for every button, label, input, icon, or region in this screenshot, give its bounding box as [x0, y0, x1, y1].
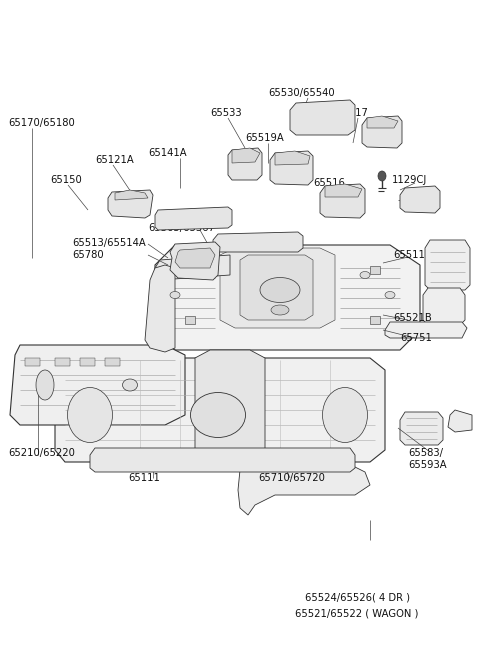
- Ellipse shape: [385, 292, 395, 298]
- Text: 1129CJ: 1129CJ: [392, 175, 427, 185]
- Text: 65150: 65150: [50, 175, 82, 185]
- Polygon shape: [170, 242, 220, 280]
- Text: 65517: 65517: [336, 108, 368, 118]
- Ellipse shape: [323, 388, 368, 443]
- Text: 65170/65180: 65170/65180: [8, 118, 75, 128]
- Bar: [25, 358, 40, 366]
- Ellipse shape: [36, 370, 54, 400]
- Bar: [55, 358, 70, 366]
- Polygon shape: [275, 151, 310, 165]
- Polygon shape: [240, 255, 313, 320]
- Text: 65365/65367: 65365/65367: [148, 223, 215, 233]
- Polygon shape: [55, 358, 385, 462]
- Polygon shape: [10, 345, 185, 425]
- Polygon shape: [367, 116, 398, 128]
- Bar: [185, 316, 195, 324]
- Ellipse shape: [191, 392, 245, 438]
- Polygon shape: [400, 412, 443, 445]
- Text: 65516: 65516: [313, 178, 345, 188]
- Text: 65121A: 65121A: [95, 155, 134, 165]
- Text: 65710/65720: 65710/65720: [258, 473, 325, 483]
- Polygon shape: [213, 232, 303, 252]
- Polygon shape: [238, 462, 370, 515]
- Bar: [80, 358, 95, 366]
- Polygon shape: [195, 350, 265, 465]
- Text: 65111: 65111: [128, 473, 160, 483]
- Polygon shape: [320, 184, 365, 218]
- Ellipse shape: [170, 292, 180, 298]
- Text: 65583/
65593A: 65583/ 65593A: [408, 448, 446, 470]
- Polygon shape: [175, 248, 215, 268]
- Polygon shape: [448, 410, 472, 432]
- Ellipse shape: [271, 305, 289, 315]
- Text: 65751: 65751: [400, 333, 432, 343]
- Polygon shape: [115, 190, 148, 200]
- Bar: [370, 266, 380, 274]
- Polygon shape: [425, 240, 470, 290]
- Ellipse shape: [68, 388, 112, 443]
- Polygon shape: [270, 151, 313, 185]
- Polygon shape: [362, 116, 402, 148]
- Ellipse shape: [195, 271, 205, 279]
- Polygon shape: [155, 207, 232, 230]
- Bar: [185, 266, 195, 274]
- Ellipse shape: [378, 171, 386, 181]
- Text: 65780: 65780: [72, 250, 104, 260]
- Text: 65521B: 65521B: [393, 313, 432, 323]
- Polygon shape: [325, 184, 362, 197]
- Polygon shape: [423, 288, 465, 325]
- Polygon shape: [108, 190, 153, 218]
- Polygon shape: [145, 265, 175, 352]
- Text: 65519A: 65519A: [245, 133, 284, 143]
- Text: 65524/65526( 4 DR ): 65524/65526( 4 DR ): [305, 593, 410, 603]
- Text: 65141A: 65141A: [148, 148, 187, 158]
- Text: 65513/65514A: 65513/65514A: [72, 238, 146, 248]
- Polygon shape: [232, 148, 260, 163]
- Text: 65511: 65511: [393, 250, 425, 260]
- Polygon shape: [290, 100, 355, 135]
- Text: 65543: 65543: [400, 193, 432, 203]
- Ellipse shape: [122, 379, 137, 391]
- Text: 65530/65540: 65530/65540: [268, 88, 335, 98]
- Bar: [105, 358, 120, 366]
- Ellipse shape: [260, 277, 300, 302]
- Polygon shape: [400, 186, 440, 213]
- Polygon shape: [155, 255, 230, 280]
- Bar: [370, 316, 380, 324]
- Polygon shape: [220, 248, 335, 328]
- Ellipse shape: [360, 271, 370, 279]
- Text: 65521/65522 ( WAGON ): 65521/65522 ( WAGON ): [295, 608, 419, 618]
- Polygon shape: [228, 148, 262, 180]
- Polygon shape: [90, 448, 355, 472]
- Text: 65210/65220: 65210/65220: [8, 448, 75, 458]
- Polygon shape: [155, 245, 420, 350]
- Text: 65533: 65533: [210, 108, 241, 118]
- Polygon shape: [385, 322, 467, 338]
